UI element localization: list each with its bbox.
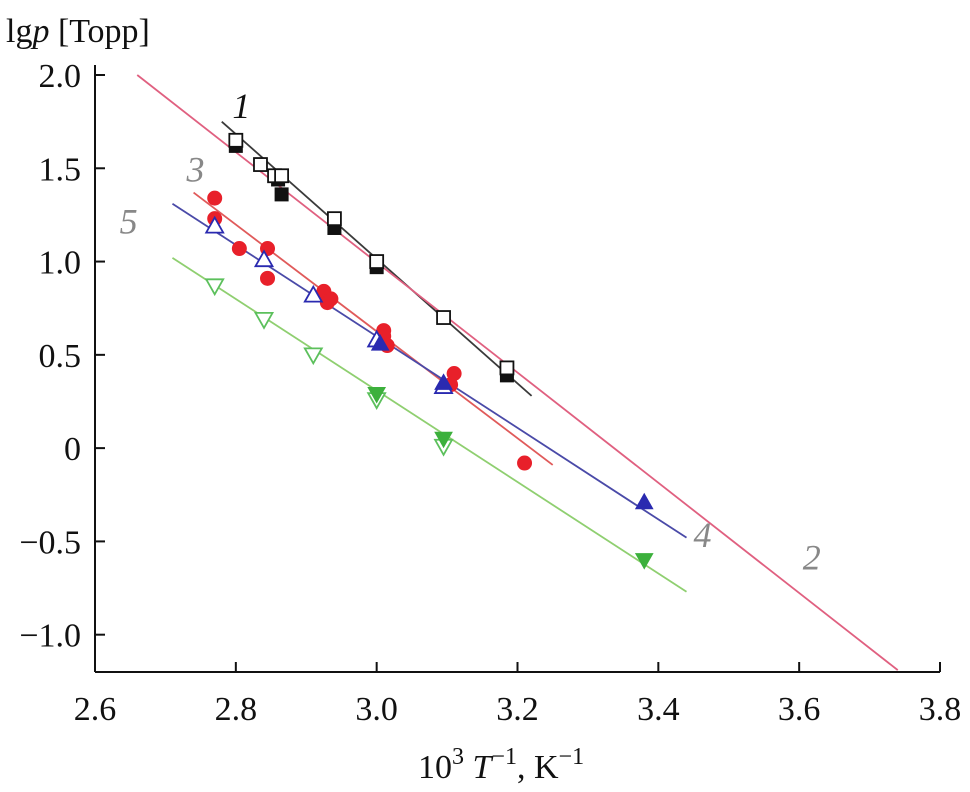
- data-point-square: [327, 211, 342, 227]
- y-tick-label: 0: [64, 431, 81, 468]
- fit-line-3: [193, 191, 554, 466]
- curve-label-2: 2: [803, 537, 821, 577]
- data-point-square: [253, 157, 268, 172]
- fit-lines: [136, 74, 899, 671]
- data-point-triangle: [303, 284, 324, 303]
- data-point-inverted-triangle: [204, 278, 225, 297]
- data-point-square: [274, 168, 290, 184]
- curve-label-1: 1: [232, 86, 250, 126]
- x-axis-title: 103 T−1, K−1: [418, 744, 584, 786]
- curve-label-4: 4: [694, 515, 712, 555]
- data-point-inverted-triangle: [303, 347, 324, 366]
- data-point-square: [436, 310, 451, 325]
- x-tick-label: 3.0: [355, 691, 398, 728]
- data-point-circle: [207, 190, 223, 206]
- data-point-inverted-triangle: [253, 311, 275, 330]
- data-point-triangle: [634, 492, 654, 510]
- x-tick-label: 3.8: [919, 691, 962, 728]
- data-point-triangle: [204, 215, 225, 234]
- data-point-inverted-triangle: [434, 431, 453, 449]
- x-tick-label: 3.2: [496, 691, 539, 728]
- data-point-triangle: [434, 373, 453, 390]
- data-point-circle: [231, 241, 247, 257]
- x-tick-label: 3.6: [778, 691, 821, 728]
- data-point-circle: [323, 291, 339, 307]
- data-point-circle: [260, 270, 276, 286]
- fit-line-5: [171, 257, 687, 593]
- data-point-square: [228, 132, 244, 148]
- data-point-square: [499, 360, 515, 376]
- data-point-triangle: [253, 249, 275, 268]
- x-tick-label: 2.8: [215, 691, 258, 728]
- curve-label-5: 5: [120, 202, 138, 242]
- y-tick-label: 0.5: [39, 338, 82, 375]
- data-point-inverted-triangle: [367, 387, 387, 404]
- x-tick-label: 2.6: [74, 691, 117, 728]
- curve-label-3: 3: [186, 149, 205, 189]
- data-point-circle: [446, 366, 462, 381]
- y-tick-label: −1.0: [19, 618, 81, 655]
- fit-line-4: [171, 202, 687, 539]
- y-tick-label: 2.0: [39, 58, 82, 95]
- y-tick-label: 1.0: [39, 245, 82, 282]
- y-tick-label: −0.5: [19, 524, 81, 561]
- data-point-inverted-triangle: [634, 553, 654, 570]
- y-tick-label: 1.5: [39, 151, 82, 188]
- data-point-square: [369, 254, 385, 269]
- fit-line-2: [136, 74, 899, 671]
- y-axis-title: lgp [Торр]: [6, 13, 150, 50]
- x-tick-label: 3.4: [637, 691, 680, 728]
- data-point-triangle: [370, 334, 390, 351]
- data-point-square: [274, 187, 289, 202]
- data-point-circle: [517, 455, 533, 471]
